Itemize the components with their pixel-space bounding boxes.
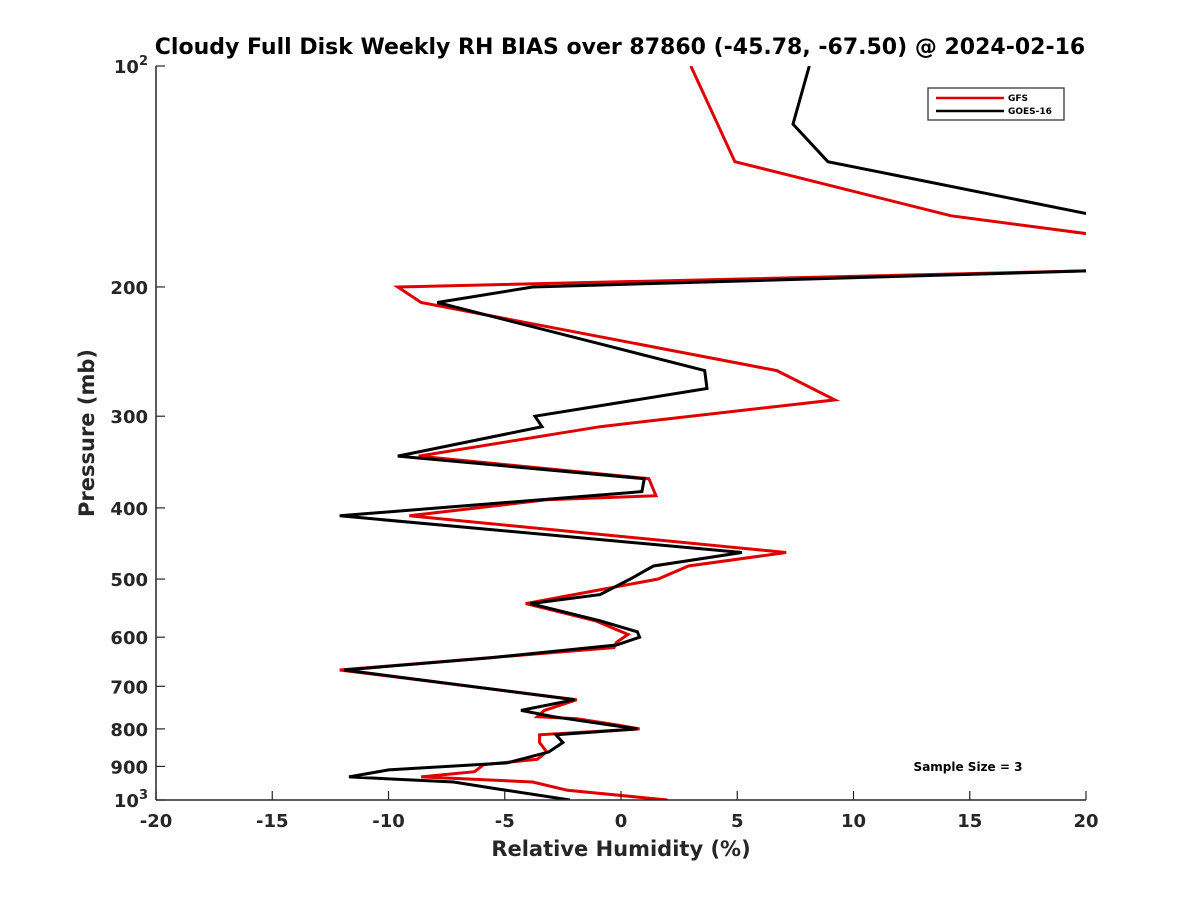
x-tick-label: 5 — [731, 811, 744, 832]
x-tick-label: 20 — [1073, 811, 1098, 832]
series-layer — [339, 66, 1086, 800]
y-tick-label: 900 — [110, 757, 148, 778]
x-tick-label: -10 — [372, 811, 405, 832]
x-tick-label: 15 — [957, 811, 982, 832]
y-tick-label: 400 — [110, 499, 148, 520]
x-tick-label: -15 — [256, 811, 289, 832]
legend-label-gfs: GFS — [1008, 94, 1028, 104]
x-tick-label: -5 — [495, 811, 515, 832]
y-tick-label: 103 — [114, 788, 148, 812]
y-tick-label: 500 — [110, 570, 148, 591]
sample-size-annotation: Sample Size = 3 — [914, 760, 1023, 774]
y-tick-label: 300 — [110, 407, 148, 428]
y-tick-label: 800 — [110, 720, 148, 741]
legend-box — [927, 87, 1065, 121]
legend-label-goes-16: GOES-16 — [1008, 107, 1052, 117]
legend: GFS GOES-16 — [927, 87, 1065, 121]
series-line-goes-16 — [339, 66, 1086, 800]
x-tick-label: 0 — [615, 811, 628, 832]
y-tick-label: 600 — [110, 628, 148, 649]
y-axis-label: Pressure (mb) — [75, 349, 99, 517]
axes-layer: -20 -15 -10 -5 0 5 10 15 20 102 200 300 400 500 600 700… — [110, 54, 1098, 832]
x-axis-label: Relative Humidity (%) — [491, 837, 750, 861]
x-tick-label: -20 — [140, 811, 173, 832]
y-tick-label: 700 — [110, 677, 148, 698]
y-tick-label: 200 — [110, 278, 148, 299]
y-tick-label: 102 — [114, 54, 148, 78]
x-tick-label: 10 — [841, 811, 866, 832]
chart-title: Cloudy Full Disk Weekly RH BIAS over 878… — [155, 35, 1085, 60]
